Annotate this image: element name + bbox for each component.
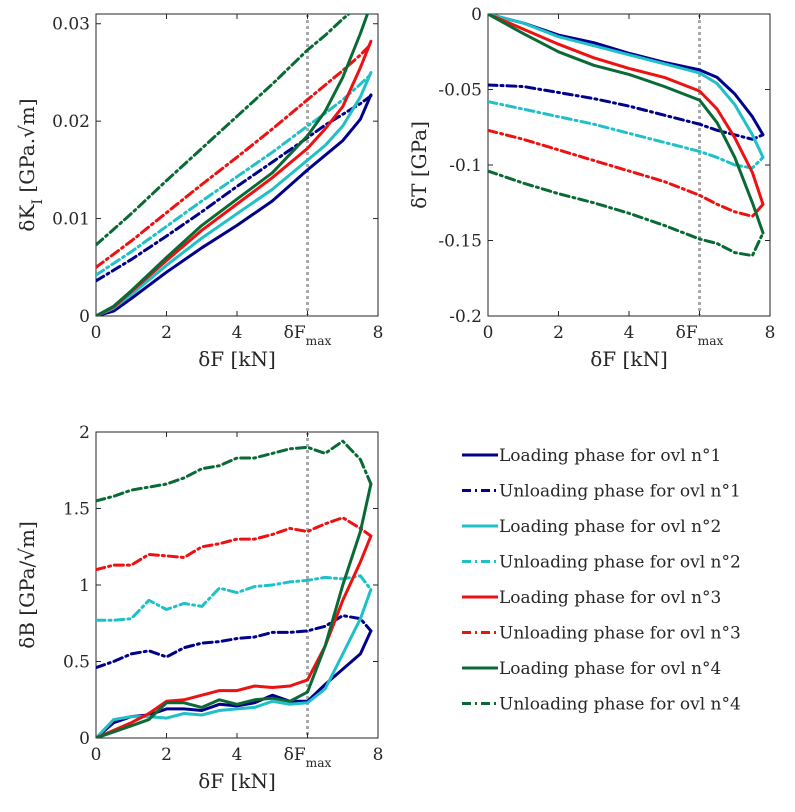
legend-label: Unloading phase for ovl n°2	[499, 553, 741, 573]
y-tick-label: 2	[79, 423, 90, 443]
x-tick-label: 2	[553, 323, 564, 343]
x-tick-label: δFmax	[676, 323, 724, 348]
y-tick-label: -0.1	[449, 156, 482, 176]
series-line-unloading-phase-for-ovl-n4	[96, 439, 373, 503]
legend-label: Unloading phase for ovl n°1	[499, 482, 741, 502]
x-tick-label: δFmax	[284, 745, 332, 770]
x-tick-label: δFmax	[284, 323, 332, 348]
x-tick-label: 4	[232, 745, 243, 765]
series-group	[96, 14, 373, 316]
series-line-unloading-phase-for-ovl-n1	[96, 94, 373, 283]
legend-label: Loading phase for ovl n°1	[499, 446, 721, 466]
x-axis-label: δF [kN]	[590, 347, 668, 371]
y-tick-label: 0.01	[52, 210, 90, 230]
series-line-loading-phase-for-ovl-n2	[96, 71, 373, 316]
legend-item-loading-phase-for-ovl-n1: Loading phase for ovl n°1	[462, 446, 721, 466]
series-line-unloading-phase-for-ovl-n1	[96, 614, 373, 670]
x-tick-label: 2	[161, 323, 172, 343]
x-tick-label: 8	[373, 745, 384, 765]
x-tick-label: 2	[161, 745, 172, 765]
x-tick-label: 0	[91, 745, 102, 765]
y-axis-label: δB [GPa/√m]	[15, 521, 39, 649]
y-tick-label: -0.15	[438, 232, 482, 252]
panels: 0 2 4 δFmax 8 0 0.01 0.02 0.03 δF [kN] δKI [GPa.√m…	[15, 5, 775, 793]
series-line-unloading-phase-for-ovl-n4	[96, 14, 352, 247]
series-line-unloading-phase-for-ovl-n2	[96, 574, 373, 622]
legend-label: Unloading phase for ovl n°3	[499, 624, 741, 644]
series-line-unloading-phase-for-ovl-n3	[488, 128, 765, 218]
legend-item-unloading-phase-for-ovl-n4: Unloading phase for ovl n°4	[462, 695, 741, 715]
series-line-unloading-phase-for-ovl-n4	[488, 169, 765, 258]
legend-item-loading-phase-for-ovl-n3: Loading phase for ovl n°3	[462, 588, 721, 608]
y-tick-label: 1	[79, 576, 90, 596]
x-tick-label: 4	[624, 323, 635, 343]
plot-area	[95, 13, 379, 317]
series-line-loading-phase-for-ovl-n4	[96, 482, 373, 738]
plot-area	[487, 13, 771, 317]
x-tick-label: 8	[373, 323, 384, 343]
y-axis-label: δT [GPa]	[407, 121, 431, 209]
legend-item-unloading-phase-for-ovl-n3: Unloading phase for ovl n°3	[462, 624, 741, 644]
legend-item-loading-phase-for-ovl-n2: Loading phase for ovl n°2	[462, 517, 721, 537]
series-line-loading-phase-for-ovl-n3	[96, 534, 373, 738]
series-line-loading-phase-for-ovl-n3	[488, 14, 765, 206]
legend-item-unloading-phase-for-ovl-n1: Unloading phase for ovl n°1	[462, 482, 741, 502]
panel-b-coefficient: 0 2 4 δFmax 8 0 0.5 1 1.5 2 δF [kN] δB [GPa/√m]	[15, 423, 383, 793]
x-tick-label: 0	[483, 323, 494, 343]
series-group	[96, 439, 373, 738]
series-line-loading-phase-for-ovl-n2	[488, 14, 765, 159]
y-tick-label: 0.5	[63, 653, 90, 673]
x-tick-label: 8	[765, 323, 776, 343]
series-line-unloading-phase-for-ovl-n2	[488, 100, 765, 170]
panel-stress-intensity: 0 2 4 δFmax 8 0 0.01 0.02 0.03 δF [kN] δKI [GPa.√m…	[15, 13, 384, 371]
series-line-loading-phase-for-ovl-n4	[488, 14, 765, 235]
y-axis-label: δKI [GPa.√m]	[15, 98, 46, 231]
series-line-unloading-phase-for-ovl-n1	[488, 83, 765, 141]
legend: Loading phase for ovl n°1 Unloading phase…	[462, 446, 741, 715]
series-line-loading-phase-for-ovl-n1	[96, 93, 373, 316]
series-line-unloading-phase-for-ovl-n3	[96, 42, 373, 269]
y-tick-label: 1.5	[63, 500, 90, 520]
x-axis-label: δF [kN]	[198, 769, 276, 793]
legend-item-loading-phase-for-ovl-n4: Loading phase for ovl n°4	[462, 659, 721, 679]
x-axis-label: δF [kN]	[198, 347, 276, 371]
y-tick-label: 0.03	[52, 15, 90, 35]
series-line-unloading-phase-for-ovl-n3	[96, 516, 373, 572]
y-tick-label: -0.05	[438, 81, 482, 101]
legend-label: Loading phase for ovl n°4	[499, 659, 721, 679]
legend-label: Unloading phase for ovl n°4	[499, 695, 741, 715]
panel-t-stress: 0 2 4 δFmax 8 0 -0.05 -0.1 -0.15 -0.2 δF [kN] δT [G…	[407, 5, 775, 371]
legend-label: Loading phase for ovl n°2	[499, 517, 721, 537]
y-tick-label: 0	[79, 729, 90, 749]
y-tick-label: 0	[79, 307, 90, 327]
legend-label: Loading phase for ovl n°3	[499, 588, 721, 608]
y-tick-label: -0.2	[449, 307, 482, 327]
x-tick-label: 4	[232, 323, 243, 343]
y-tick-label: 0	[471, 5, 482, 25]
legend-item-unloading-phase-for-ovl-n2: Unloading phase for ovl n°2	[462, 553, 741, 573]
series-line-loading-phase-for-ovl-n4	[96, 14, 370, 316]
series-group	[488, 14, 765, 258]
x-tick-label: 0	[91, 323, 102, 343]
y-tick-label: 0.02	[52, 112, 90, 132]
series-line-loading-phase-for-ovl-n1	[96, 629, 373, 738]
